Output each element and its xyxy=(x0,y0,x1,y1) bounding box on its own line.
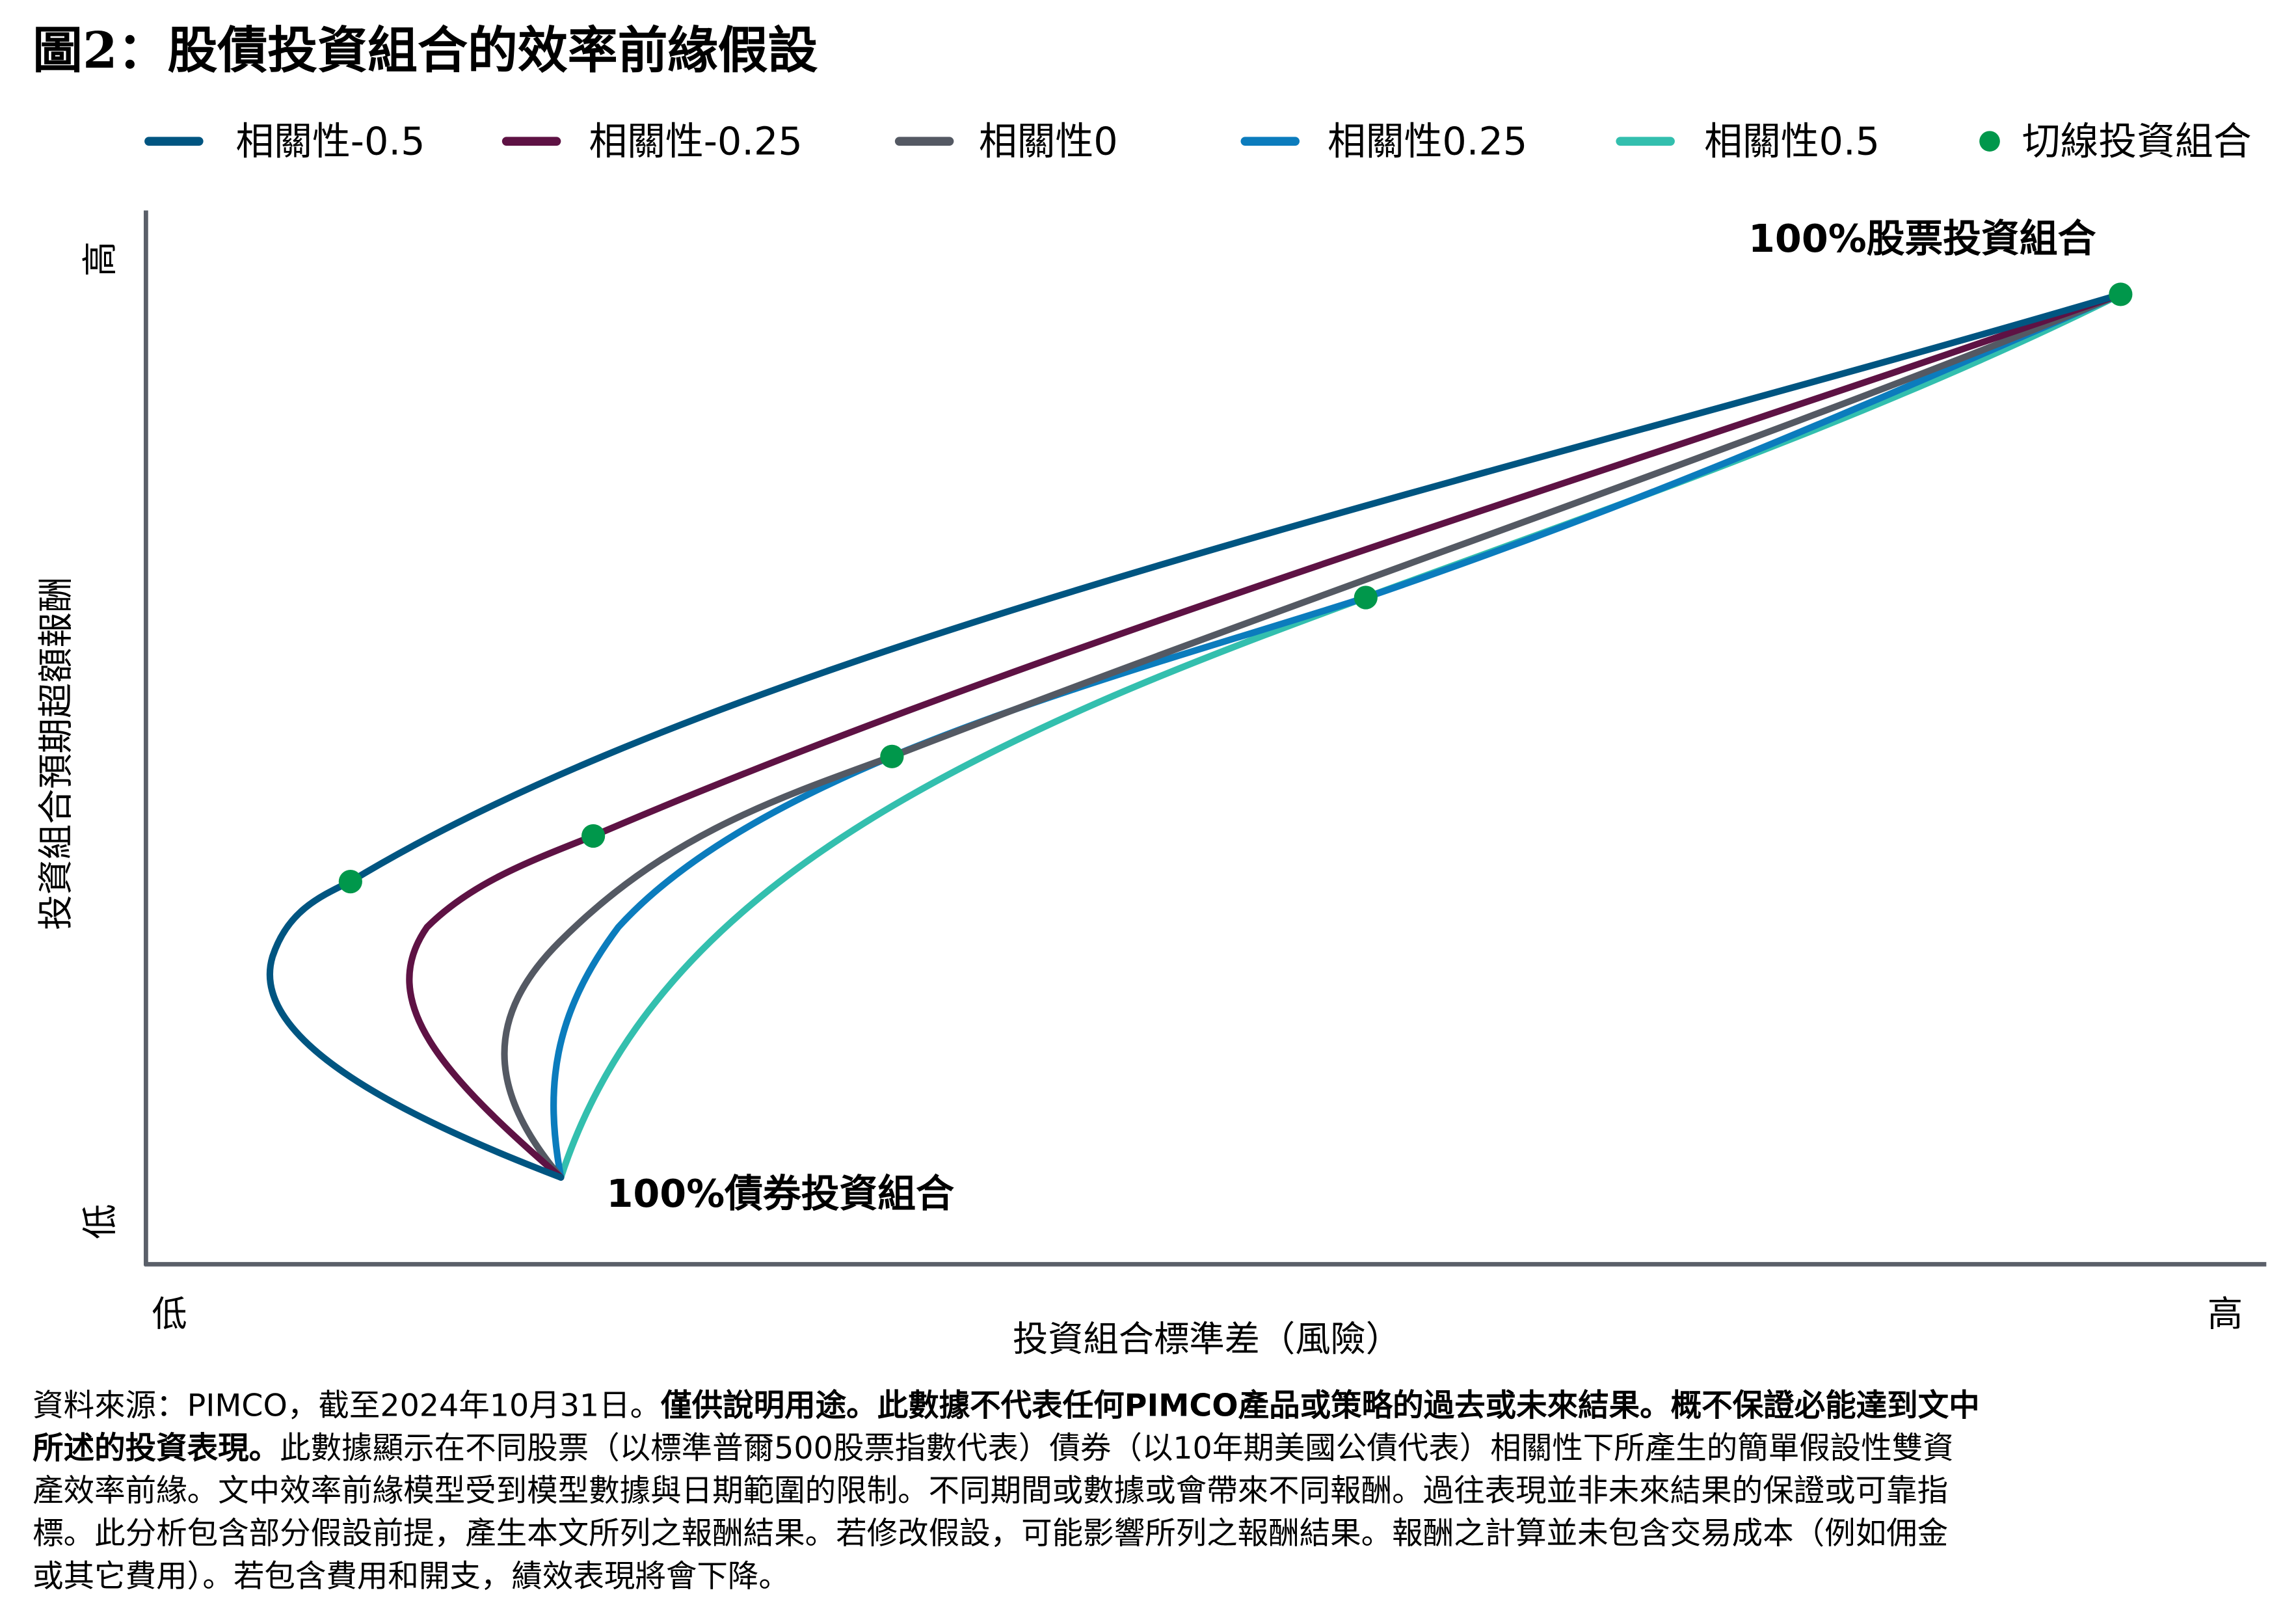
legend: 相關性-0.5 相關性-0.25 相關性0 相關性0.25 相關性0.5 切線投… xyxy=(144,119,2252,164)
stock-portfolio-dot xyxy=(2109,282,2133,306)
legend-label: 相關性0 xyxy=(979,119,1118,164)
stock-portfolio-label: 100%股票投資組合 xyxy=(1748,216,2096,261)
tangent-dot-corr-0 xyxy=(880,744,904,768)
legend-dot-tangent-portfolio xyxy=(1979,131,2000,152)
legend-label: 相關性0.5 xyxy=(1704,119,1880,164)
y-axis-high-label: 高 xyxy=(79,241,120,276)
footnote-line-5: 或其它費用）。若包含費用和開支，績效表現將會下降。 xyxy=(33,1559,790,1595)
axes: 高 低 投資組合預期超額報酬 低 高 投資組合標準差（風險） xyxy=(35,210,2267,1360)
frontier-curves xyxy=(266,291,2124,1181)
tangent-dot-corr-0.25 xyxy=(1354,586,1378,610)
footnote-line-2: 所述的投資表現。此數據顯示在不同股票（以標準普爾500股票指數代表）債券（以10… xyxy=(33,1431,1954,1466)
footnote-line-1: 資料來源：PIMCO，截至2024年10月31日。僅供說明用途。此數據不代表任何… xyxy=(33,1388,1979,1423)
footnote-line-3: 產效率前緣。文中效率前緣模型受到模型數據與日期範圍的限制。不同期間或數據或會帶來… xyxy=(33,1474,1948,1509)
legend-label: 相關性-0.5 xyxy=(235,119,425,164)
y-axis-title: 投資組合預期超額報酬 xyxy=(35,577,76,930)
x-axis-low-label: 低 xyxy=(152,1293,187,1334)
legend-label: 相關性-0.25 xyxy=(589,119,803,164)
curve-corr-0.25 xyxy=(550,291,2124,1181)
footnote: 資料來源：PIMCO，截至2024年10月31日。僅供說明用途。此數據不代表任何… xyxy=(33,1388,1979,1594)
curve-corr-neg-0.5 xyxy=(266,291,2124,1181)
curve-corr-neg-0.25 xyxy=(406,291,2124,1181)
y-axis-low-label: 低 xyxy=(79,1204,120,1239)
chart-title: 圖2：股債投資組合的效率前緣假設 xyxy=(33,21,818,80)
x-axis-title: 投資組合標準差（風險） xyxy=(1013,1319,1401,1360)
legend-label: 切線投資組合 xyxy=(2022,119,2252,164)
curve-corr-0 xyxy=(501,291,2124,1181)
footnote-line-4: 標。此分析包含部分假設前提，產生本文所列之報酬結果。若修改假設，可能影響所列之報… xyxy=(33,1516,1948,1552)
tangent-dot-corr-neg-0.25 xyxy=(581,824,606,848)
tangent-dot-corr-neg-0.5 xyxy=(338,870,362,894)
legend-label: 相關性0.25 xyxy=(1328,119,1527,164)
curve-corr-0.5 xyxy=(557,291,2124,1181)
tangent-portfolios xyxy=(338,282,2133,894)
x-axis-high-label: 高 xyxy=(2208,1293,2243,1334)
bond-portfolio-label: 100%債券投資組合 xyxy=(606,1171,954,1216)
